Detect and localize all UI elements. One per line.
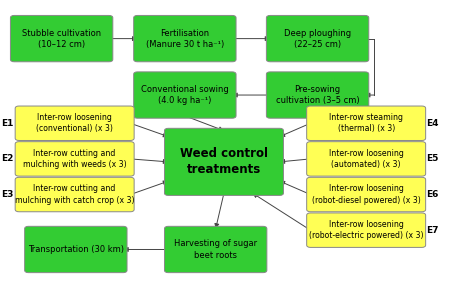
FancyBboxPatch shape bbox=[307, 106, 426, 140]
FancyBboxPatch shape bbox=[134, 15, 236, 62]
Text: Inter-row loosening
(robot-electric powered) (x 3): Inter-row loosening (robot-electric powe… bbox=[309, 220, 423, 240]
Text: Stubble cultivation
(10–12 cm): Stubble cultivation (10–12 cm) bbox=[22, 29, 101, 49]
Text: Inter-row steaming
(thermal) (x 3): Inter-row steaming (thermal) (x 3) bbox=[329, 113, 403, 133]
Text: Transportation (30 km): Transportation (30 km) bbox=[28, 245, 124, 254]
Text: Inter-row loosening
(conventional) (x 3): Inter-row loosening (conventional) (x 3) bbox=[36, 113, 113, 133]
Text: Inter-row loosening
(automated) (x 3): Inter-row loosening (automated) (x 3) bbox=[329, 149, 403, 169]
Text: Harvesting of sugar
beet roots: Harvesting of sugar beet roots bbox=[174, 239, 257, 260]
Text: Weed control
treatments: Weed control treatments bbox=[180, 147, 268, 176]
FancyBboxPatch shape bbox=[307, 213, 426, 247]
FancyBboxPatch shape bbox=[266, 72, 369, 118]
Text: Fertilisation
(Manure 30 t ha⁻¹): Fertilisation (Manure 30 t ha⁻¹) bbox=[146, 29, 224, 49]
Text: E3: E3 bbox=[1, 190, 13, 199]
Text: E5: E5 bbox=[426, 154, 438, 163]
Text: Conventional sowing
(4.0 kg ha⁻¹): Conventional sowing (4.0 kg ha⁻¹) bbox=[141, 85, 229, 105]
FancyBboxPatch shape bbox=[25, 226, 127, 273]
Text: E6: E6 bbox=[426, 190, 438, 199]
Text: E7: E7 bbox=[426, 226, 438, 235]
Text: Pre-sowing
cultivation (3–5 cm): Pre-sowing cultivation (3–5 cm) bbox=[276, 85, 359, 105]
FancyBboxPatch shape bbox=[164, 128, 283, 195]
FancyBboxPatch shape bbox=[307, 142, 426, 176]
FancyBboxPatch shape bbox=[15, 142, 134, 176]
FancyBboxPatch shape bbox=[164, 226, 267, 273]
FancyBboxPatch shape bbox=[15, 106, 134, 140]
Text: E1: E1 bbox=[1, 119, 13, 128]
Text: Inter-row cutting and
mulching with catch crop (x 3): Inter-row cutting and mulching with catc… bbox=[15, 184, 135, 205]
FancyBboxPatch shape bbox=[134, 72, 236, 118]
Text: E4: E4 bbox=[426, 119, 438, 128]
Text: E2: E2 bbox=[1, 154, 13, 163]
Text: Inter-row cutting and
mulching with weeds (x 3): Inter-row cutting and mulching with weed… bbox=[23, 149, 127, 169]
FancyBboxPatch shape bbox=[307, 177, 426, 212]
Text: Deep ploughing
(22–25 cm): Deep ploughing (22–25 cm) bbox=[284, 29, 351, 49]
FancyBboxPatch shape bbox=[10, 15, 113, 62]
Text: Inter-row loosening
(robot-diesel powered) (x 3): Inter-row loosening (robot-diesel powere… bbox=[312, 184, 420, 205]
FancyBboxPatch shape bbox=[266, 15, 369, 62]
FancyBboxPatch shape bbox=[15, 177, 134, 212]
